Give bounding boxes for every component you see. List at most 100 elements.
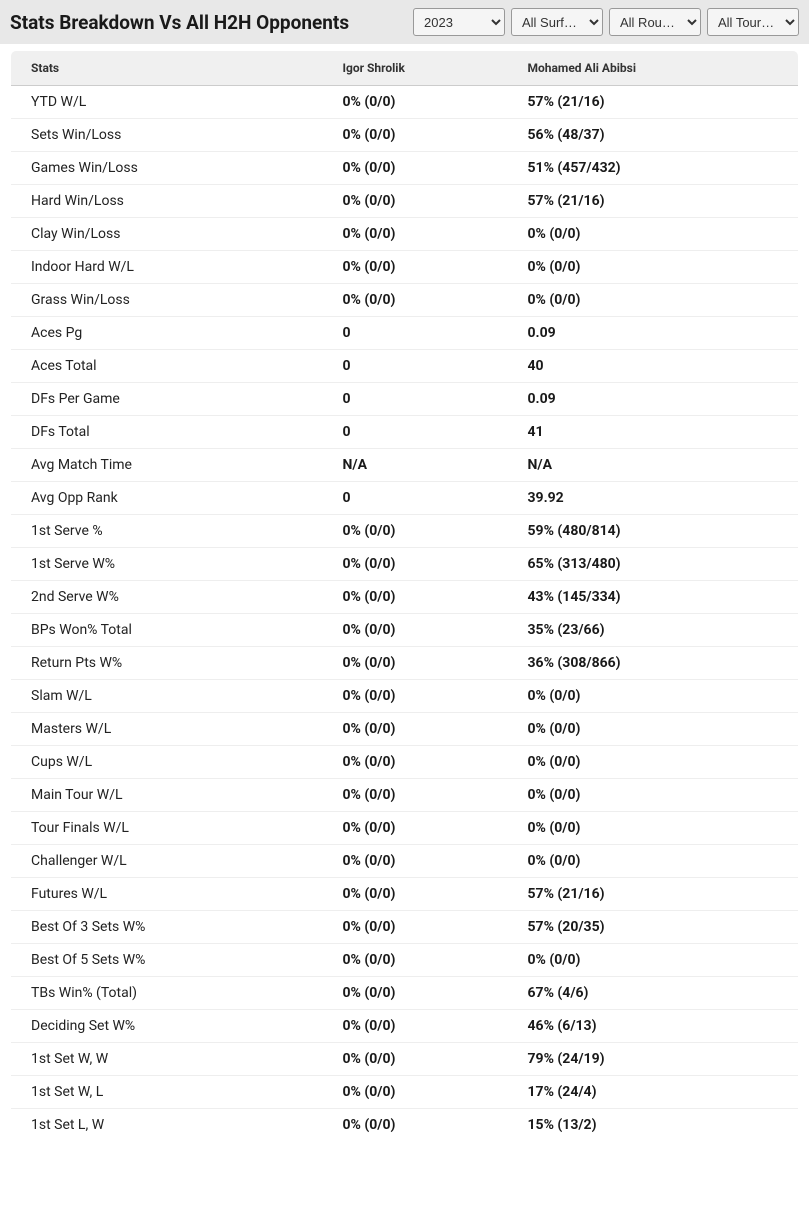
table-row: Indoor Hard W/L0% (0/0)0% (0/0)	[11, 251, 799, 284]
table-row: Deciding Set W%0% (0/0)46% (6/13)	[11, 1010, 799, 1043]
surface-filter[interactable]: All Surf…	[511, 8, 603, 36]
year-filter[interactable]: 2023	[413, 8, 505, 36]
stat-value-player1: 0% (0/0)	[323, 647, 508, 680]
stat-label: 1st Serve W%	[11, 548, 323, 581]
stat-label: Sets Win/Loss	[11, 119, 323, 152]
table-row: 1st Set W, L0% (0/0)17% (24/4)	[11, 1076, 799, 1109]
stat-value-player1: 0% (0/0)	[323, 845, 508, 878]
stat-label: Challenger W/L	[11, 845, 323, 878]
stat-value-player2: 35% (23/66)	[508, 614, 799, 647]
stat-value-player1: 0	[323, 482, 508, 515]
stat-label: Masters W/L	[11, 713, 323, 746]
stat-value-player1: 0% (0/0)	[323, 284, 508, 317]
table-row: DFs Total041	[11, 416, 799, 449]
stat-value-player1: 0% (0/0)	[323, 1076, 508, 1109]
stat-value-player2: 51% (457/432)	[508, 152, 799, 185]
stat-value-player2: 15% (13/2)	[508, 1109, 799, 1142]
table-row: Return Pts W%0% (0/0)36% (308/866)	[11, 647, 799, 680]
stat-value-player2: 0% (0/0)	[508, 779, 799, 812]
stat-label: Aces Total	[11, 350, 323, 383]
stat-value-player1: 0% (0/0)	[323, 152, 508, 185]
table-header-row: Stats Igor Shrolik Mohamed Ali Abibsi	[11, 51, 799, 86]
stats-table: Stats Igor Shrolik Mohamed Ali Abibsi YT…	[10, 50, 799, 1142]
stat-label: Slam W/L	[11, 680, 323, 713]
stat-label: 1st Set W, W	[11, 1043, 323, 1076]
stat-value-player1: 0% (0/0)	[323, 86, 508, 119]
stat-value-player2: 0.09	[508, 317, 799, 350]
stat-value-player1: 0% (0/0)	[323, 1043, 508, 1076]
table-row: Sets Win/Loss0% (0/0)56% (48/37)	[11, 119, 799, 152]
stat-label: Avg Match Time	[11, 449, 323, 482]
table-row: Futures W/L0% (0/0)57% (21/16)	[11, 878, 799, 911]
stat-value-player2: 17% (24/4)	[508, 1076, 799, 1109]
stat-label: Deciding Set W%	[11, 1010, 323, 1043]
stat-value-player1: 0% (0/0)	[323, 1109, 508, 1142]
table-row: Aces Total040	[11, 350, 799, 383]
stat-label: Aces Pg	[11, 317, 323, 350]
table-row: Main Tour W/L0% (0/0)0% (0/0)	[11, 779, 799, 812]
stat-value-player2: 0% (0/0)	[508, 251, 799, 284]
page-title: Stats Breakdown Vs All H2H Opponents	[10, 11, 349, 34]
stat-value-player2: 0% (0/0)	[508, 680, 799, 713]
stat-value-player1: N/A	[323, 449, 508, 482]
table-row: Aces Pg00.09	[11, 317, 799, 350]
stat-label: 1st Set W, L	[11, 1076, 323, 1109]
stat-label: 1st Serve %	[11, 515, 323, 548]
stat-label: YTD W/L	[11, 86, 323, 119]
table-row: 1st Serve W%0% (0/0)65% (313/480)	[11, 548, 799, 581]
stat-label: Best Of 5 Sets W%	[11, 944, 323, 977]
col-header-player2: Mohamed Ali Abibsi	[508, 51, 799, 86]
stat-value-player1: 0% (0/0)	[323, 779, 508, 812]
round-filter[interactable]: All Rou…	[609, 8, 701, 36]
stat-value-player1: 0% (0/0)	[323, 515, 508, 548]
stat-label: Return Pts W%	[11, 647, 323, 680]
stat-value-player2: 0% (0/0)	[508, 812, 799, 845]
stat-label: Best Of 3 Sets W%	[11, 911, 323, 944]
stat-label: Hard Win/Loss	[11, 185, 323, 218]
stat-label: DFs Per Game	[11, 383, 323, 416]
stat-value-player1: 0	[323, 416, 508, 449]
stat-value-player2: 36% (308/866)	[508, 647, 799, 680]
filter-group: 2023 All Surf… All Rou… All Tour…	[413, 8, 799, 36]
stat-value-player2: 40	[508, 350, 799, 383]
stat-value-player2: 41	[508, 416, 799, 449]
stat-label: BPs Won% Total	[11, 614, 323, 647]
stat-value-player1: 0	[323, 383, 508, 416]
stat-value-player1: 0% (0/0)	[323, 251, 508, 284]
tournament-filter[interactable]: All Tour…	[707, 8, 799, 36]
stat-value-player2: 57% (21/16)	[508, 878, 799, 911]
stat-value-player2: 0% (0/0)	[508, 284, 799, 317]
table-wrapper: Stats Igor Shrolik Mohamed Ali Abibsi YT…	[0, 44, 809, 1152]
stat-value-player2: 0.09	[508, 383, 799, 416]
stat-value-player2: 57% (21/16)	[508, 86, 799, 119]
table-row: Tour Finals W/L0% (0/0)0% (0/0)	[11, 812, 799, 845]
table-row: Masters W/L0% (0/0)0% (0/0)	[11, 713, 799, 746]
stat-value-player2: 0% (0/0)	[508, 944, 799, 977]
table-row: Grass Win/Loss0% (0/0)0% (0/0)	[11, 284, 799, 317]
stat-value-player2: 46% (6/13)	[508, 1010, 799, 1043]
table-row: Avg Match TimeN/AN/A	[11, 449, 799, 482]
stat-value-player2: 65% (313/480)	[508, 548, 799, 581]
stat-value-player2: 0% (0/0)	[508, 746, 799, 779]
stat-value-player2: 43% (145/334)	[508, 581, 799, 614]
table-row: DFs Per Game00.09	[11, 383, 799, 416]
table-row: Cups W/L0% (0/0)0% (0/0)	[11, 746, 799, 779]
table-row: 1st Set W, W0% (0/0)79% (24/19)	[11, 1043, 799, 1076]
stat-value-player1: 0% (0/0)	[323, 977, 508, 1010]
col-header-stats: Stats	[11, 51, 323, 86]
table-row: Challenger W/L0% (0/0)0% (0/0)	[11, 845, 799, 878]
stat-label: Avg Opp Rank	[11, 482, 323, 515]
stat-label: 2nd Serve W%	[11, 581, 323, 614]
table-row: 1st Serve %0% (0/0)59% (480/814)	[11, 515, 799, 548]
stat-label: Grass Win/Loss	[11, 284, 323, 317]
table-row: BPs Won% Total0% (0/0)35% (23/66)	[11, 614, 799, 647]
table-row: 2nd Serve W%0% (0/0)43% (145/334)	[11, 581, 799, 614]
stat-label: TBs Win% (Total)	[11, 977, 323, 1010]
stat-label: Main Tour W/L	[11, 779, 323, 812]
stat-value-player2: 0% (0/0)	[508, 218, 799, 251]
stat-label: Cups W/L	[11, 746, 323, 779]
stat-value-player1: 0% (0/0)	[323, 218, 508, 251]
stat-value-player1: 0% (0/0)	[323, 581, 508, 614]
stat-value-player2: 79% (24/19)	[508, 1043, 799, 1076]
stat-label: DFs Total	[11, 416, 323, 449]
